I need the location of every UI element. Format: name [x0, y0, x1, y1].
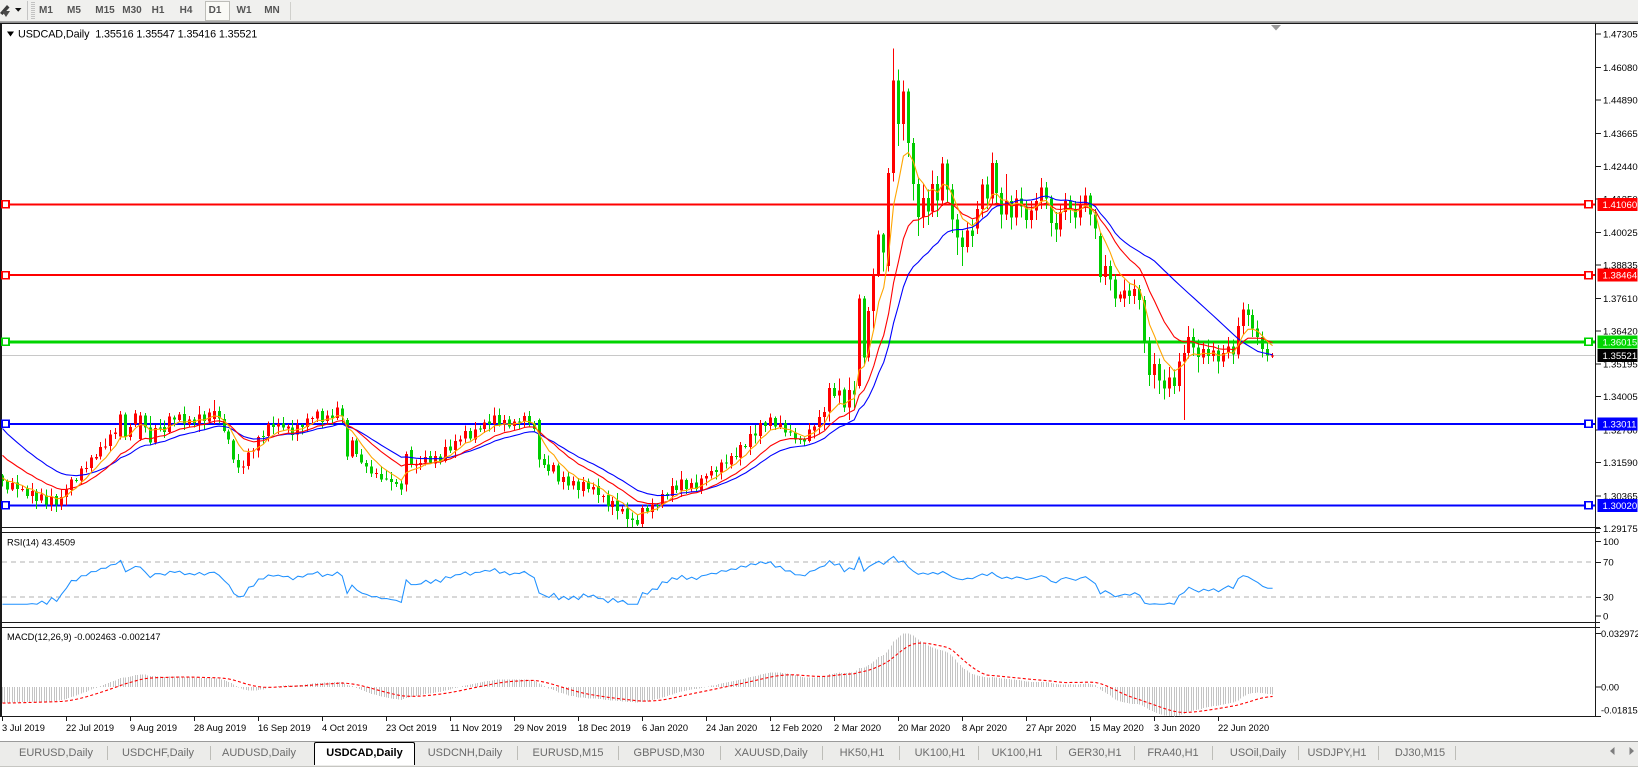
- svg-text:1.42440: 1.42440: [1603, 162, 1638, 173]
- svg-text:3 Jul 2019: 3 Jul 2019: [2, 723, 45, 733]
- svg-text:1.36420: 1.36420: [1603, 326, 1638, 337]
- svg-text:6 Jan 2020: 6 Jan 2020: [642, 723, 688, 733]
- svg-text:9 Aug 2019: 9 Aug 2019: [130, 723, 177, 733]
- svg-text:1.34005: 1.34005: [1603, 392, 1638, 403]
- svg-text:USDCAD,Daily 1.35516 1.35547: USDCAD,Daily 1.35516 1.35547 1.35416 1.3…: [18, 29, 257, 41]
- svg-text:2 Mar 2020: 2 Mar 2020: [834, 723, 881, 733]
- svg-text:1.31590: 1.31590: [1603, 458, 1638, 469]
- svg-text:70: 70: [1603, 558, 1614, 569]
- svg-text:15 May 2020: 15 May 2020: [1090, 723, 1144, 733]
- svg-text:1.29175: 1.29175: [1603, 524, 1638, 535]
- svg-text:100: 100: [1603, 537, 1619, 548]
- svg-text:1.41060: 1.41060: [1603, 200, 1638, 211]
- svg-text:23 Oct 2019: 23 Oct 2019: [386, 723, 437, 733]
- svg-text:16 Sep 2019: 16 Sep 2019: [258, 723, 311, 733]
- svg-text:1.36015: 1.36015: [1603, 337, 1638, 348]
- svg-text:1.30020: 1.30020: [1603, 501, 1638, 512]
- svg-text:1.38835: 1.38835: [1603, 261, 1638, 272]
- svg-text:4 Oct 2019: 4 Oct 2019: [322, 723, 367, 733]
- svg-text:27 Apr 2020: 27 Apr 2020: [1026, 723, 1076, 733]
- svg-text:8 Apr 2020: 8 Apr 2020: [962, 723, 1007, 733]
- svg-text:29 Nov 2019: 29 Nov 2019: [514, 723, 567, 733]
- svg-text:1.32780: 1.32780: [1603, 426, 1638, 437]
- svg-text:1.38464: 1.38464: [1603, 271, 1638, 282]
- svg-text:12 Feb 2020: 12 Feb 2020: [770, 723, 822, 733]
- svg-text:20 Mar 2020: 20 Mar 2020: [898, 723, 950, 733]
- svg-text:3 Jun 2020: 3 Jun 2020: [1154, 723, 1200, 733]
- svg-text:1.37610: 1.37610: [1603, 294, 1638, 305]
- svg-text:1.47305: 1.47305: [1603, 30, 1638, 41]
- svg-text:22 Jul 2019: 22 Jul 2019: [66, 723, 114, 733]
- svg-text:30: 30: [1603, 593, 1614, 604]
- svg-text:18 Dec 2019: 18 Dec 2019: [578, 723, 631, 733]
- svg-text:1.44890: 1.44890: [1603, 95, 1638, 106]
- svg-text:24 Jan 2020: 24 Jan 2020: [706, 723, 757, 733]
- svg-text:1.40025: 1.40025: [1603, 228, 1638, 239]
- svg-text:1.30365: 1.30365: [1603, 492, 1638, 503]
- svg-text:0: 0: [1603, 612, 1608, 623]
- svg-text:1.35521: 1.35521: [1603, 351, 1638, 362]
- svg-text:RSI(14) 43.4509: RSI(14) 43.4509: [7, 538, 75, 548]
- svg-text:0.032972: 0.032972: [1601, 629, 1638, 639]
- svg-text:1.35195: 1.35195: [1603, 360, 1638, 371]
- svg-text:0.00: 0.00: [1601, 683, 1619, 693]
- svg-text:-0.018154: -0.018154: [1601, 706, 1638, 716]
- svg-text:28 Aug 2019: 28 Aug 2019: [194, 723, 246, 733]
- svg-text:1.43665: 1.43665: [1603, 129, 1638, 140]
- svg-text:MACD(12,26,9) -0.002463 -0.002: MACD(12,26,9) -0.002463 -0.002147: [7, 632, 161, 642]
- svg-text:1.33011: 1.33011: [1603, 419, 1637, 430]
- svg-text:22 Jun 2020: 22 Jun 2020: [1218, 723, 1269, 733]
- svg-text:1.46080: 1.46080: [1603, 63, 1638, 74]
- svg-text:11 Nov 2019: 11 Nov 2019: [450, 723, 502, 733]
